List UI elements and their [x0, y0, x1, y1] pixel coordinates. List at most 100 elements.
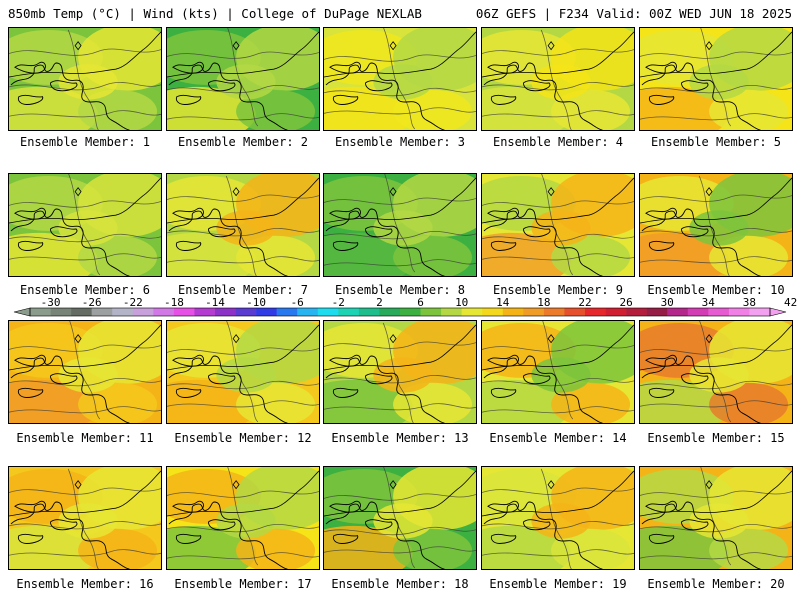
- colorbar-segment: [461, 308, 483, 316]
- member-label-16: Ensemble Member: 16: [16, 577, 154, 591]
- member-label-1: Ensemble Member: 1: [19, 135, 151, 149]
- colorbar-segment: [317, 308, 339, 316]
- colorbar-tick-label: -30: [41, 296, 61, 309]
- colorbar-tick-label: -26: [82, 296, 102, 309]
- colorbar-segment: [173, 308, 195, 316]
- colorbar-tick-label: -22: [123, 296, 143, 309]
- colorbar-tick-label: 22: [578, 296, 591, 309]
- colorbar-segment: [91, 308, 113, 316]
- ensemble-member-16-map: [8, 466, 162, 570]
- colorbar-tick-label: 42: [784, 296, 797, 309]
- temperature-field-7: [167, 174, 319, 276]
- colorbar-tick-label: 10: [455, 296, 468, 309]
- member-label-6: Ensemble Member: 6: [19, 283, 151, 297]
- colorbar-segment: [523, 308, 545, 316]
- member-label-11: Ensemble Member: 11: [16, 431, 154, 445]
- temperature-field-10: [640, 174, 792, 276]
- member-label-12: Ensemble Member: 12: [174, 431, 312, 445]
- colorbar-tick-label: 34: [702, 296, 716, 309]
- member-label-4: Ensemble Member: 4: [492, 135, 624, 149]
- temperature-field-9: [482, 174, 634, 276]
- colorbar-segment: [564, 308, 586, 316]
- colorbar-tick-label: -18: [164, 296, 184, 309]
- colorbar-tick-label: 6: [417, 296, 424, 309]
- member-label-15: Ensemble Member: 15: [647, 431, 785, 445]
- colorbar-segment: [728, 308, 750, 316]
- member-label-14: Ensemble Member: 14: [489, 431, 627, 445]
- colorbar-segment: [112, 308, 134, 316]
- temperature-field-5: [640, 28, 792, 130]
- colorbar-segment: [420, 308, 442, 316]
- colorbar-segment: [235, 308, 257, 316]
- ensemble-member-14-map: [481, 320, 635, 424]
- member-label-2: Ensemble Member: 2: [177, 135, 309, 149]
- colorbar-segment: [379, 308, 401, 316]
- temperature-field-2: [167, 28, 319, 130]
- colorbar-tick-label: -10: [246, 296, 266, 309]
- colorbar-segment: [441, 308, 462, 316]
- colorbar-segment: [276, 308, 298, 316]
- temperature-field-6: [9, 174, 161, 276]
- colorbar-segment: [585, 308, 606, 316]
- colorbar-segment: [153, 308, 175, 316]
- colorbar-segment: [502, 308, 524, 316]
- ensemble-member-18-map: [323, 466, 477, 570]
- ensemble-member-8-map: [323, 173, 477, 277]
- colorbar-tick-label: 26: [619, 296, 632, 309]
- colorbar-tick-label: 18: [537, 296, 550, 309]
- ensemble-member-3-map: [323, 27, 477, 131]
- ensemble-member-6-map: [8, 173, 162, 277]
- ensemble-member-10-map: [639, 173, 793, 277]
- colorbar-segment: [543, 308, 565, 316]
- colorbar-segment: [667, 308, 689, 316]
- ensemble-member-11-map: [8, 320, 162, 424]
- member-label-13: Ensemble Member: 13: [331, 431, 469, 445]
- member-label-19: Ensemble Member: 19: [489, 577, 627, 591]
- colorbar-segment: [194, 308, 216, 316]
- member-label-18: Ensemble Member: 18: [331, 577, 469, 591]
- colorbar-tick-label: -2: [332, 296, 345, 309]
- temperature-field-4: [482, 28, 634, 130]
- colorbar-segment: [297, 308, 319, 316]
- member-label-10: Ensemble Member: 10: [647, 283, 785, 297]
- ensemble-member-17-map: [166, 466, 320, 570]
- temperature-field-13: [324, 321, 476, 423]
- colorbar-segment: [749, 308, 771, 316]
- member-label-3: Ensemble Member: 3: [334, 135, 466, 149]
- colorbar-segment: [605, 308, 627, 316]
- temperature-field-8: [324, 174, 476, 276]
- colorbar-tick-label: -6: [291, 296, 304, 309]
- temperature-field-14: [482, 321, 634, 423]
- colorbar-segment: [71, 308, 92, 316]
- ensemble-member-7-map: [166, 173, 320, 277]
- colorbar-tick-label: 30: [661, 296, 674, 309]
- map-title: 850mb Temp (°C) | Wind (kts) | College o…: [8, 6, 422, 21]
- colorbar-tick-label: 14: [496, 296, 510, 309]
- ensemble-member-13-map: [323, 320, 477, 424]
- colorbar-segment: [358, 308, 380, 316]
- colorbar-segment: [708, 308, 730, 316]
- colorbar-segment: [646, 308, 668, 316]
- ensemble-member-5-map: [639, 27, 793, 131]
- ensemble-member-12-map: [166, 320, 320, 424]
- ensemble-member-9-map: [481, 173, 635, 277]
- colorbar-tick-label: -14: [205, 296, 225, 309]
- member-label-20: Ensemble Member: 20: [647, 577, 785, 591]
- colorbar-tick-label: 38: [743, 296, 756, 309]
- ensemble-member-4-map: [481, 27, 635, 131]
- colorbar-segment: [256, 308, 277, 316]
- temperature-field-1: [9, 28, 161, 130]
- member-label-9: Ensemble Member: 9: [492, 283, 624, 297]
- colorbar-segment: [30, 308, 51, 316]
- temperature-field-20: [640, 467, 792, 569]
- temperature-field-17: [167, 467, 319, 569]
- temperature-field-15: [640, 321, 792, 423]
- colorbar-segment: [215, 308, 236, 316]
- ensemble-member-20-map: [639, 466, 793, 570]
- ensemble-member-19-map: [481, 466, 635, 570]
- temperature-field-11: [9, 321, 161, 423]
- member-label-17: Ensemble Member: 17: [174, 577, 312, 591]
- ensemble-member-1-map: [8, 27, 162, 131]
- colorbar-segment: [482, 308, 504, 316]
- colorbar-tick-label: 2: [376, 296, 383, 309]
